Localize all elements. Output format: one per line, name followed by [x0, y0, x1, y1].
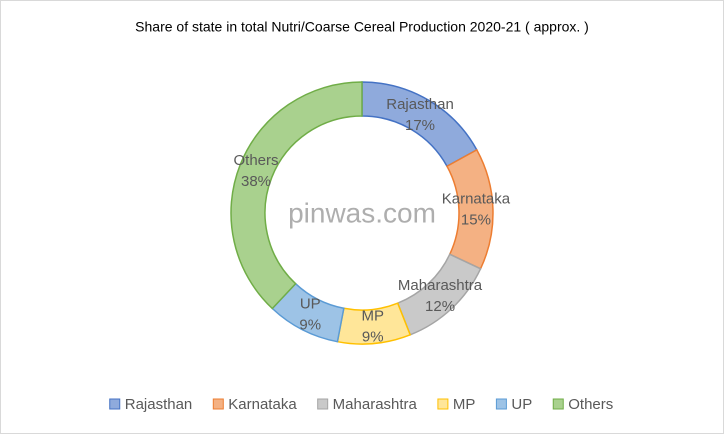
data-label-value: 17% — [405, 117, 435, 134]
data-label-value: 15% — [461, 211, 491, 228]
legend-swatch — [437, 398, 449, 410]
chart-title: Share of state in total Nutri/Coarse Cer… — [135, 19, 589, 35]
legend-swatch — [109, 398, 121, 410]
data-label-value: 38% — [241, 173, 271, 190]
donut-segment — [230, 81, 363, 310]
legend-label: Karnataka — [228, 396, 297, 413]
legend-label: Rajasthan — [125, 396, 193, 413]
data-label-value: 12% — [425, 298, 455, 315]
data-label-category: MP — [361, 307, 384, 324]
legend-swatch — [552, 398, 564, 410]
data-label-category: Maharashtra — [398, 277, 483, 294]
data-label-category: Others — [233, 152, 278, 169]
data-label-value: 9% — [299, 317, 321, 334]
data-label-value: 9% — [362, 328, 384, 345]
legend-label: Others — [568, 396, 613, 413]
legend-label: UP — [511, 396, 532, 413]
data-label-category: Karnataka — [442, 190, 511, 207]
legend-label: MP — [453, 396, 476, 413]
watermark: pinwas.com — [288, 197, 436, 228]
data-label-category: Rajasthan — [386, 96, 454, 113]
legend-swatch — [212, 398, 224, 410]
legend-label: Maharashtra — [333, 396, 418, 413]
legend-swatch — [317, 398, 329, 410]
data-label-category: UP — [300, 296, 321, 313]
legend-swatch — [495, 398, 507, 410]
